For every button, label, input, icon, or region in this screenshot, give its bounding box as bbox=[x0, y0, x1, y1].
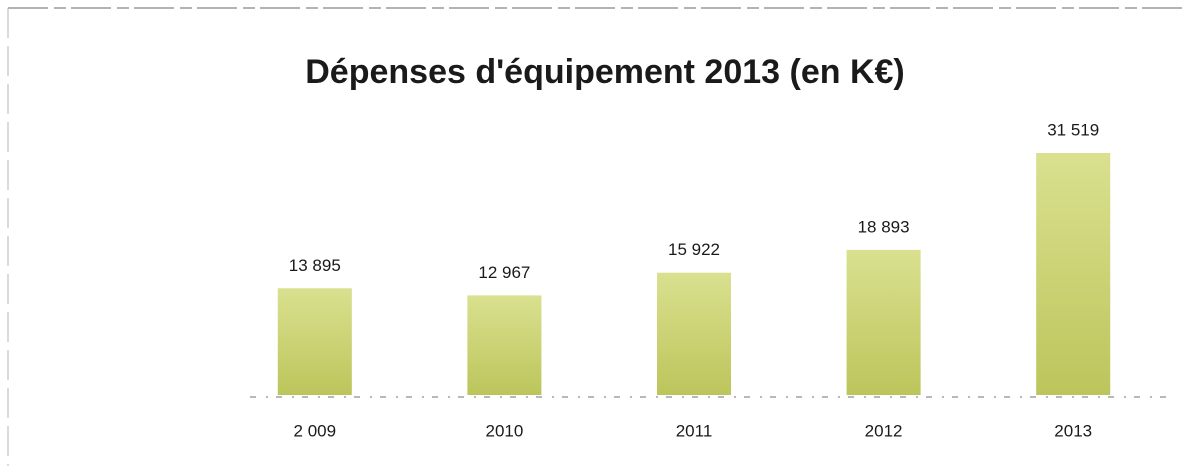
data-label: 13 895 bbox=[289, 256, 341, 275]
x-tick-label: 2 009 bbox=[294, 421, 337, 440]
x-tick-label: 2013 bbox=[1054, 421, 1092, 440]
data-label: 18 893 bbox=[858, 217, 910, 236]
data-label: 15 922 bbox=[668, 240, 720, 259]
data-label: 12 967 bbox=[478, 263, 530, 282]
x-tick-label: 2010 bbox=[485, 421, 523, 440]
bar-shade bbox=[846, 249, 921, 395]
x-tick-label: 2011 bbox=[676, 421, 713, 440]
bar-shade bbox=[277, 288, 352, 395]
bar-shade bbox=[467, 295, 542, 395]
data-label: 31 519 bbox=[1047, 120, 1099, 139]
bar-shade bbox=[657, 272, 731, 395]
x-tick-label: 2012 bbox=[865, 421, 903, 440]
chart-title: Dépenses d'équipement 2013 (en K€) bbox=[305, 53, 905, 91]
bar-shade bbox=[1036, 153, 1111, 395]
